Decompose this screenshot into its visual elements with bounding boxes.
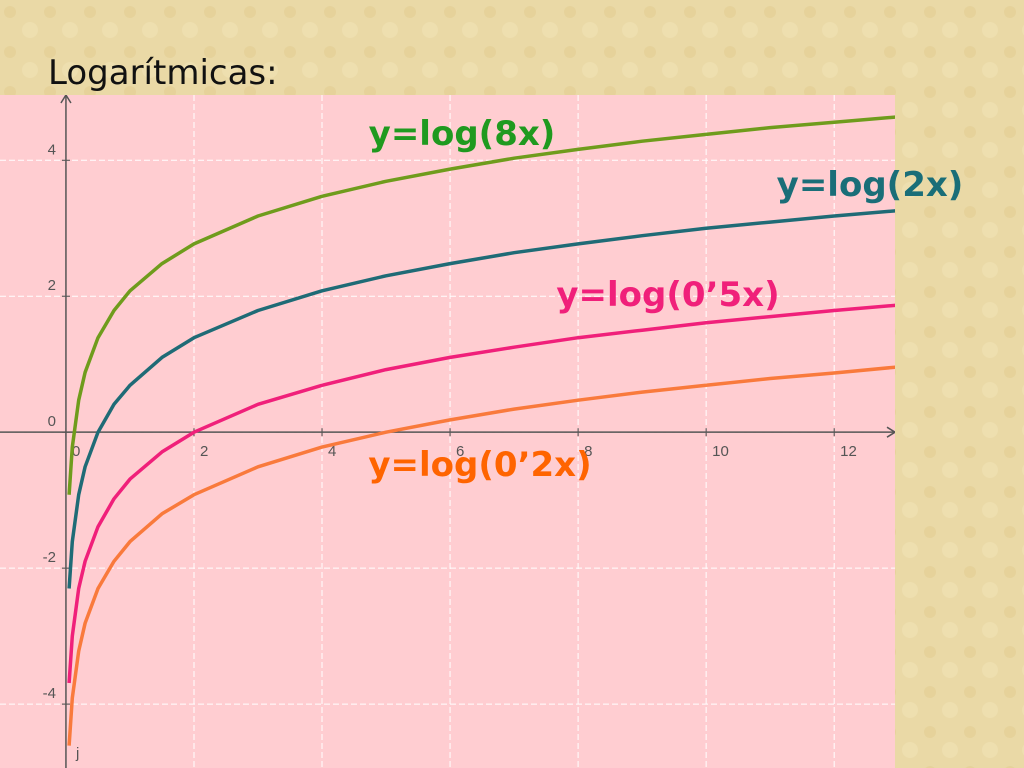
x-tick-label: 10	[712, 443, 729, 460]
y-tick-label: -4	[43, 685, 56, 702]
slide-title: Logarítmicas:	[48, 53, 278, 93]
labels: y=log(8x) y=log(2x) y=log(0’5x) y=log(0’2x)	[368, 114, 963, 485]
series-label: y=log(2x)	[777, 165, 964, 205]
y-tick-label: 2	[48, 277, 56, 294]
y-tick-label: 4	[48, 141, 56, 158]
x-tick-label: 4	[328, 443, 336, 460]
line-series	[67, 115, 895, 495]
x-tick-label: 8	[584, 443, 592, 460]
x-tick-label: 12	[840, 443, 857, 460]
line-series	[67, 209, 895, 589]
x-tick-label: 6	[456, 443, 464, 460]
line-series	[67, 365, 895, 746]
x-tick-label: 0	[72, 443, 80, 460]
y-arrow	[60, 95, 72, 104]
series-label: y=log(0’5x)	[556, 275, 779, 315]
plot: 0 2 4 6 8 10 12 -4 -2 0 2 4 j	[0, 95, 895, 768]
series-label: y=log(0’2x)	[368, 445, 591, 485]
y-tick-label: -2	[43, 549, 56, 566]
line-series	[67, 303, 895, 684]
axis-name: j	[75, 745, 79, 762]
y-tick-label: 0	[48, 413, 56, 430]
x-arrow	[886, 426, 895, 438]
series-label: y=log(8x)	[369, 114, 556, 154]
x-tick-label: 2	[200, 443, 208, 460]
